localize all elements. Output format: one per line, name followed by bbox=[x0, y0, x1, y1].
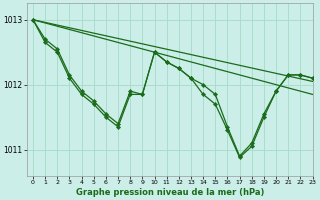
X-axis label: Graphe pression niveau de la mer (hPa): Graphe pression niveau de la mer (hPa) bbox=[76, 188, 264, 197]
